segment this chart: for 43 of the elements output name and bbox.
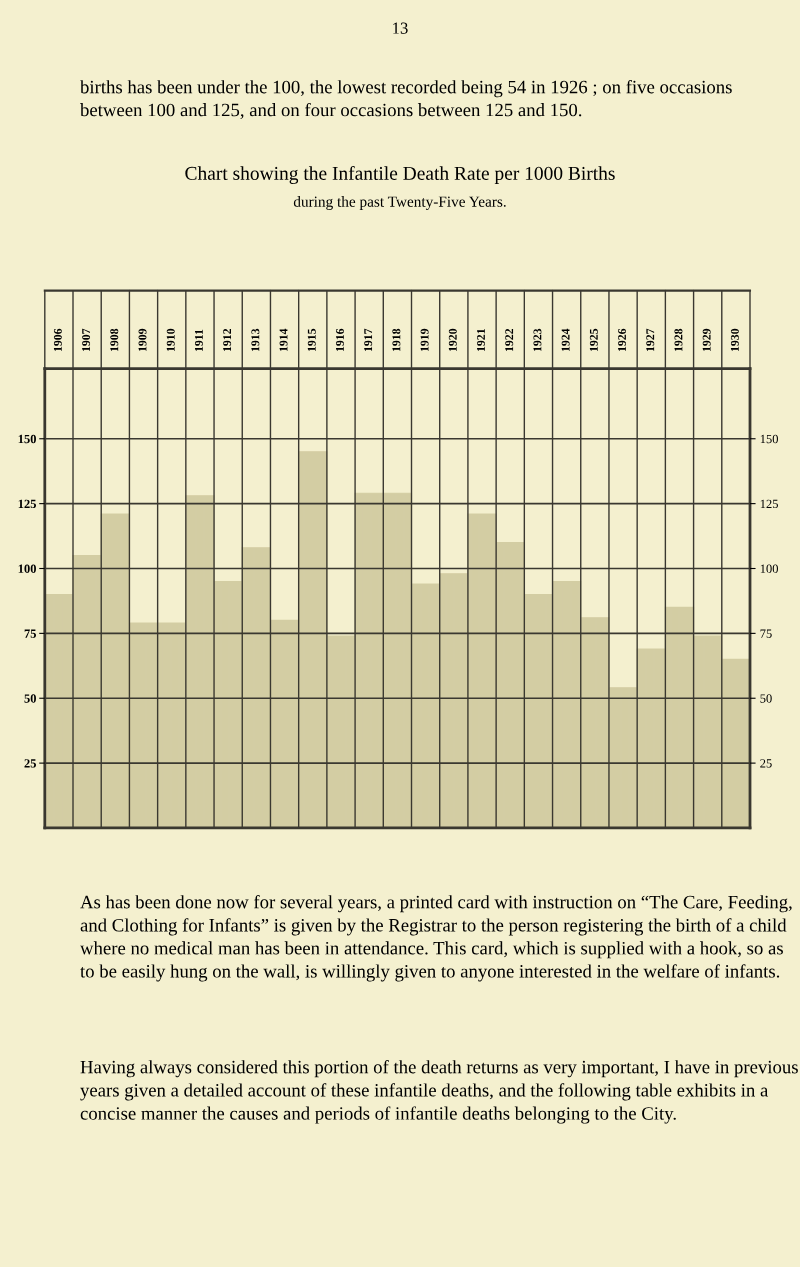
y2-tick-label: 150	[760, 434, 778, 444]
y2-tick-label: 50	[760, 694, 772, 703]
x-tick-label: 1925	[589, 328, 598, 352]
x-tick-label: 1912	[223, 328, 232, 352]
x-tick-label: 1909	[138, 328, 147, 352]
x-tick-label: 1907	[82, 328, 91, 352]
x-tick-label: 1906	[53, 328, 62, 352]
y2-tick-label: 125	[760, 499, 778, 509]
chart-subtitle: during the past Twenty-Five Years.	[293, 196, 506, 210]
y-tick-label: 125	[18, 499, 37, 509]
x-tick-label: 1927	[646, 328, 655, 352]
x-tick-label: 1908	[110, 328, 119, 352]
x-tick-label: 1917	[364, 328, 373, 352]
x-tick-label: 1914	[279, 328, 288, 352]
x-tick-label: 1911	[194, 329, 203, 352]
y-tick-label: 150	[18, 434, 36, 444]
x-tick-label: 1928	[674, 328, 683, 352]
y-tick-label: 100	[18, 564, 36, 573]
x-tick-label: 1922	[505, 328, 514, 352]
text: births has been under the 100, the lowest recorded being 54 in 1926 ; on five occasions between 100 and 125, and on four occasions between 125 and 150.	[80, 80, 732, 119]
x-tick-label: 1913	[251, 328, 260, 352]
x-tick-label: 1924	[561, 328, 570, 352]
x-tick-label: 1921	[477, 329, 485, 352]
text: 13	[393, 22, 408, 34]
x-tick-label: 1930	[730, 328, 739, 352]
y-tick-label: 75	[24, 629, 37, 638]
x-tick-label: 1915	[307, 328, 316, 352]
x-tick-label: 1919	[420, 328, 429, 352]
x-tick-label: 1923	[533, 328, 542, 352]
chart-title: Chart showing the Infantile Death Rate per 1000 Births	[185, 166, 615, 184]
x-tick-label: 1920	[448, 328, 457, 352]
y2-tick-label: 25	[760, 759, 772, 768]
y2-tick-label: 75	[760, 629, 772, 638]
x-tick-label: 1916	[336, 328, 344, 352]
y-tick-label: 50	[24, 694, 36, 703]
text: As has been done now for several years, a printed card with instruction on “The Care, Feeding, and Clothing for Infants” is given by the Registrar to the person registering the birth of a child where no medical man has been in attendance. This card, which is supplied with a hook, so as to be easily hung on the wall, is willingly given to anyone interested in the welfare of infants.	[80, 895, 792, 982]
x-tick-label: 1929	[702, 328, 711, 352]
y2-tick-label: 100	[760, 564, 778, 573]
x-tick-label: 1910	[166, 328, 175, 352]
x-tick-label: 1918	[392, 328, 401, 352]
text: Having always considered this portion of the death returns as very important, I have in previous years given a detailed account of these infantile deaths, and the following table exhibits in a concise manner the causes and periods of infantile deaths belonging to the City.	[80, 1060, 798, 1124]
x-tick-label: 1926	[618, 328, 627, 352]
y-tick-label: 25	[24, 759, 37, 768]
